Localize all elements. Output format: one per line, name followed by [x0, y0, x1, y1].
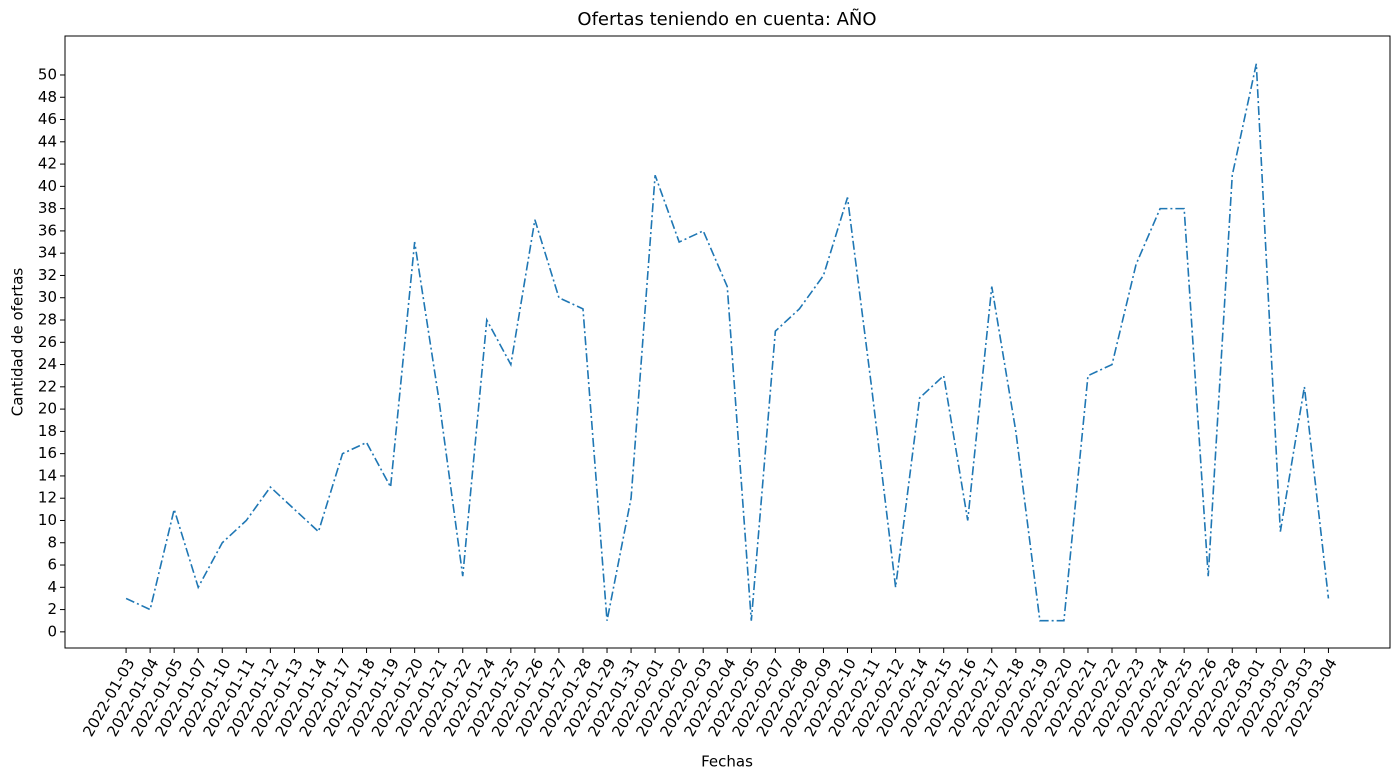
y-tick-label: 42 [38, 155, 57, 173]
y-tick-label: 28 [38, 311, 57, 329]
plot-frame [64, 35, 1391, 649]
y-tick-label: 38 [38, 199, 57, 217]
y-tick-label: 20 [38, 400, 57, 418]
y-tick-label: 30 [38, 288, 57, 306]
y-tick-label: 50 [38, 65, 57, 83]
y-tick-label: 36 [38, 221, 57, 239]
y-tick-label: 8 [47, 533, 57, 551]
y-tick-label: 46 [38, 110, 57, 128]
y-tick-label: 10 [38, 511, 57, 529]
y-tick-label: 16 [38, 444, 57, 462]
chart-title: Ofertas teniendo en cuenta: AÑO [577, 8, 876, 30]
y-tick-label: 32 [38, 266, 57, 284]
y-tick-label: 26 [38, 333, 57, 351]
y-axis-label: Cantidad de ofertas [9, 268, 27, 417]
y-tick-label: 22 [38, 377, 57, 395]
y-tick-label: 4 [47, 578, 57, 596]
x-axis-label: Fechas [701, 753, 753, 771]
y-tick-label: 24 [38, 355, 57, 373]
y-tick-label: 14 [38, 466, 57, 484]
y-tick-label: 0 [47, 622, 57, 640]
y-tick-label: 2 [47, 600, 57, 618]
y-tick-label: 34 [38, 244, 57, 262]
data-line [125, 63, 1330, 622]
y-tick-label: 40 [38, 177, 57, 195]
y-tick-label: 12 [38, 489, 57, 507]
y-tick-label: 48 [38, 88, 57, 106]
y-tick-label: 44 [38, 132, 57, 150]
y-tick-label: 6 [47, 556, 57, 574]
y-tick-label: 18 [38, 422, 57, 440]
